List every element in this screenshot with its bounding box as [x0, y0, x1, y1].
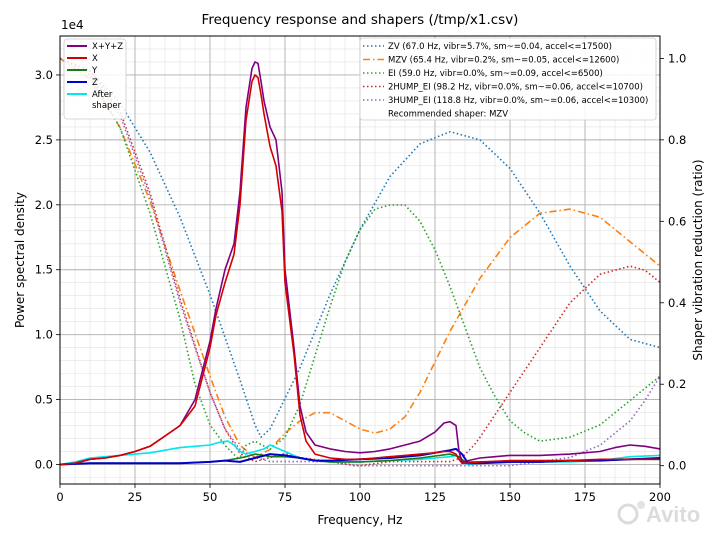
shaper-line-2hump-ei — [59, 57, 661, 467]
legend-right-label: Recommended shaper: MZV — [388, 110, 508, 120]
x-tick-label: 200 — [649, 490, 671, 504]
y-left-tick-label: 1.5 — [35, 263, 53, 277]
shaper-line-ei — [59, 57, 661, 459]
legend-left-label: X+Y+Z — [92, 42, 123, 52]
legend-left-label: shaper — [92, 101, 122, 111]
y-right-tick-label: 0.6 — [668, 214, 686, 228]
watermark-text: Avito — [646, 502, 700, 527]
legend-right-label: EI (59.0 Hz, vibr=0.0%, sm~=0.09, accel<… — [388, 69, 603, 79]
legend-left-label: Y — [91, 66, 98, 76]
legend-right-box — [359, 37, 657, 121]
y-axis-label-right: Shaper vibration reduction (ratio) — [691, 159, 705, 360]
y-right-tick-label: 1.0 — [668, 51, 686, 65]
y-left-tick-label: 0.5 — [35, 393, 53, 407]
psd-line-x — [59, 74, 660, 466]
legend-right-label: ZV (67.0 Hz, vibr=5.7%, sm~=0.04, accel<… — [388, 42, 612, 52]
legend-left-label: After — [92, 90, 113, 100]
x-tick-label: 150 — [499, 490, 521, 504]
y-right-tick-label: 0.0 — [668, 459, 686, 473]
series-layer — [59, 57, 661, 467]
x-tick-label: 75 — [278, 490, 293, 504]
y-left-tick-label: 2.0 — [35, 198, 53, 212]
y-axis-label-left: Power spectral density — [13, 192, 27, 328]
chart-title: Frequency response and shapers (/tmp/x1.… — [202, 12, 519, 28]
y-left-tick-label: 3.0 — [35, 68, 53, 82]
legend-right-items: ZV (67.0 Hz, vibr=5.7%, sm~=0.04, accel<… — [363, 42, 648, 120]
legend-right-label: 2HUMP_EI (98.2 Hz, vibr=0.0%, sm~=0.06, … — [388, 83, 643, 93]
x-axis-ticks: 0 25 50 75 100 125 150 175 200 — [56, 484, 671, 504]
x-tick-label: 175 — [574, 490, 596, 504]
x-tick-label: 0 — [56, 490, 63, 504]
x-tick-label: 25 — [128, 490, 143, 504]
psd-line-x-y-z — [59, 61, 661, 466]
y-left-tick-label: 0.0 — [35, 458, 53, 472]
legend-right-label: 3HUMP_EI (118.8 Hz, vibr=0.0%, sm~=0.06,… — [388, 96, 648, 106]
legend-right: ZV (67.0 Hz, vibr=5.7%, sm~=0.04, accel<… — [359, 37, 657, 121]
y-right-tick-label: 0.4 — [668, 296, 686, 310]
y-right-tick-label: 0.2 — [668, 377, 686, 391]
y-left-tick-label: 1.0 — [35, 328, 53, 342]
x-tick-label: 100 — [349, 490, 371, 504]
left-scale-label: 1e4 — [61, 18, 84, 32]
x-tick-label: 125 — [424, 490, 446, 504]
y-right-tick-label: 0.8 — [668, 133, 686, 147]
x-axis-label: Frequency, Hz — [318, 513, 403, 527]
avito-logo-dot-icon — [637, 501, 645, 509]
right-axis-ticks: 0.0 0.2 0.4 0.6 0.8 1.0 — [660, 51, 686, 473]
left-axis-ticks: 0.0 0.5 1.0 1.5 2.0 2.5 3.0 — [35, 68, 60, 472]
x-tick-label: 50 — [203, 490, 218, 504]
legend-left-label: Z — [92, 78, 98, 88]
avito-logo-icon — [617, 503, 639, 525]
legend-right-label: MZV (65.4 Hz, vibr=0.2%, sm~=0.05, accel… — [388, 56, 619, 66]
shaper-line-mzv — [59, 57, 661, 459]
avito-watermark: Avito — [617, 501, 700, 527]
y-left-tick-label: 2.5 — [35, 133, 53, 147]
legend-left-label: X — [92, 54, 98, 64]
